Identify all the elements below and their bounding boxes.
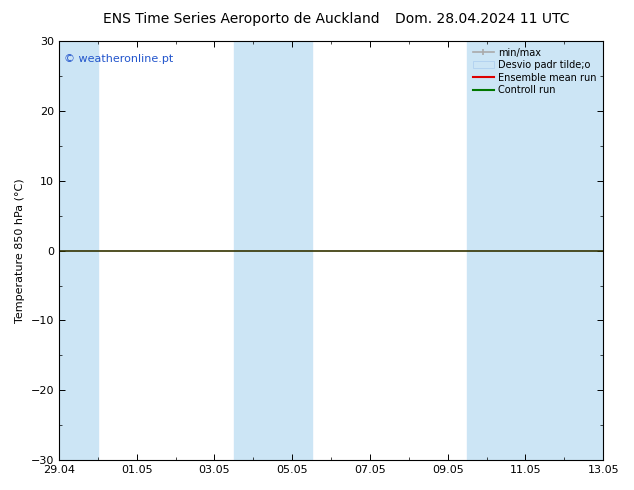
Text: © weatheronline.pt: © weatheronline.pt [65,53,174,64]
Bar [234,41,312,460]
Bar [467,41,623,460]
Legend: min/max, Desvio padr tilde;o, Ensemble mean run, Controll run: min/max, Desvio padr tilde;o, Ensemble m… [470,46,598,97]
Text: Dom. 28.04.2024 11 UTC: Dom. 28.04.2024 11 UTC [394,12,569,26]
Text: ENS Time Series Aeroporto de Auckland: ENS Time Series Aeroporto de Auckland [103,12,379,26]
Y-axis label: Temperature 850 hPa (°C): Temperature 850 hPa (°C) [15,178,25,323]
Bar [39,41,98,460]
